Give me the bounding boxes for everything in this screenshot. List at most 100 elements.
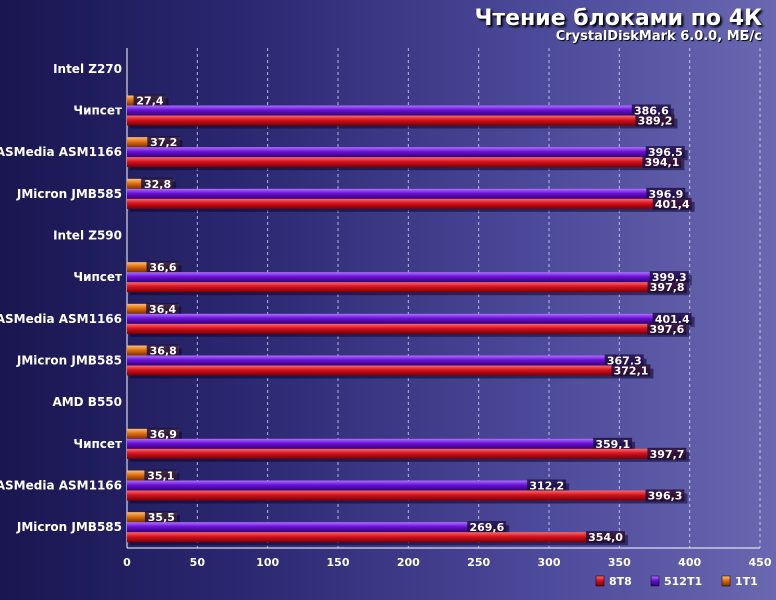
category-label: Чипсет — [73, 270, 122, 284]
x-tick-label: 450 — [749, 556, 772, 569]
category-label: Чипсет — [73, 437, 122, 451]
legend-label: 1T1 — [735, 575, 758, 588]
data-label: 397,7 — [650, 448, 685, 461]
data-label-bg — [467, 521, 507, 534]
data-label-bg — [652, 312, 692, 325]
data-label-bg — [146, 427, 179, 440]
data-label: 396,3 — [648, 490, 683, 503]
data-label: 36,8 — [150, 345, 177, 358]
bar-8t8 — [127, 198, 692, 209]
bar-512t1 — [127, 522, 507, 533]
data-label-bg — [527, 479, 567, 492]
group-label: AMD B550 — [52, 395, 122, 409]
data-label: 386,6 — [634, 105, 669, 118]
data-label-bg — [141, 177, 174, 190]
data-label-bg — [144, 469, 177, 482]
legend-swatch — [650, 575, 660, 587]
data-label: 269,6 — [469, 521, 504, 534]
data-label-bg — [646, 187, 686, 200]
bar-512t1 — [127, 438, 633, 449]
data-label-bg — [645, 489, 685, 502]
bar-512t1 — [127, 272, 689, 283]
data-label: 396,9 — [649, 188, 684, 201]
data-label: 359,1 — [595, 438, 630, 451]
data-label: 35,5 — [148, 511, 175, 524]
category-label: ASMedia ASM1166 — [0, 312, 122, 326]
data-label: 396,5 — [648, 146, 683, 159]
category-label: JMicron JMB585 — [16, 520, 122, 534]
data-label-bg — [647, 281, 687, 294]
data-label: 397,6 — [649, 323, 684, 336]
bar-512t1 — [127, 355, 644, 366]
data-label-bg — [146, 344, 179, 357]
category-label: ASMedia ASM1166 — [0, 145, 122, 159]
bar-512t1 — [127, 147, 685, 158]
x-tick-label: 200 — [397, 556, 420, 569]
bar-8t8 — [127, 365, 651, 376]
data-label-bg — [585, 531, 625, 544]
data-label: 35,1 — [147, 470, 174, 483]
category-label: ASMedia ASM1166 — [0, 479, 122, 493]
bar-8t8 — [127, 448, 687, 459]
data-label-bg — [604, 354, 644, 367]
legend-label: 512T1 — [664, 575, 702, 588]
data-label: 399,3 — [652, 271, 687, 284]
chart-title: Чтение блоками по 4К — [474, 6, 762, 31]
data-label: 312,2 — [529, 480, 564, 493]
data-label-bg — [144, 511, 177, 524]
data-label-bg — [593, 437, 633, 450]
data-label-bg — [611, 364, 651, 377]
x-tick-label: 250 — [467, 556, 490, 569]
legend-label: 8T8 — [609, 575, 632, 588]
data-label-bg — [649, 271, 689, 284]
data-label: 397,8 — [650, 281, 685, 294]
data-label: 36,6 — [149, 261, 176, 274]
data-label-bg — [133, 94, 166, 107]
bar-8t8 — [127, 323, 687, 334]
legend-swatch — [595, 575, 605, 587]
data-label-bg — [147, 136, 180, 149]
data-label: 354,0 — [588, 531, 623, 544]
chart-subtitle: CrystalDiskMark 6.0.0, МБ/с — [555, 29, 762, 44]
group-label: Intel Z590 — [53, 229, 122, 243]
data-label: 401,4 — [655, 198, 690, 211]
bar-512t1 — [127, 188, 686, 199]
data-label: 394,1 — [645, 156, 680, 169]
data-label: 367,3 — [607, 355, 642, 368]
bar-8t8 — [127, 282, 687, 293]
bar-512t1 — [127, 313, 692, 324]
data-label: 36,4 — [149, 303, 176, 316]
x-tick-label: 300 — [538, 556, 561, 569]
bar-512t1 — [127, 480, 567, 491]
x-tick-label: 0 — [123, 556, 131, 569]
x-tick-label: 50 — [190, 556, 206, 569]
data-label-bg — [652, 197, 692, 210]
x-tick-label: 400 — [678, 556, 701, 569]
data-label-bg — [647, 447, 687, 460]
legend-swatch — [721, 575, 731, 587]
data-label: 32,8 — [144, 178, 171, 191]
data-label-bg — [631, 104, 671, 117]
data-label-bg — [146, 302, 179, 315]
bar-8t8 — [127, 115, 675, 126]
x-tick-label: 100 — [256, 556, 279, 569]
bar-512t1 — [127, 105, 671, 116]
data-label-bg — [642, 156, 682, 169]
category-label: JMicron JMB585 — [16, 354, 122, 368]
data-label: 27,4 — [136, 95, 163, 108]
data-label: 401,4 — [655, 313, 690, 326]
data-label: 36,9 — [150, 428, 177, 441]
bar-8t8 — [127, 157, 682, 168]
data-label-bg — [645, 146, 685, 159]
group-label: Intel Z270 — [53, 62, 122, 76]
category-label: Чипсет — [73, 104, 122, 118]
data-label: 389,2 — [638, 115, 673, 128]
data-label: 37,2 — [150, 136, 177, 149]
data-label: 372,1 — [614, 365, 649, 378]
x-tick-label: 350 — [608, 556, 631, 569]
category-label: JMicron JMB585 — [16, 187, 122, 201]
data-label-bg — [635, 114, 675, 127]
data-label-bg — [647, 322, 687, 335]
